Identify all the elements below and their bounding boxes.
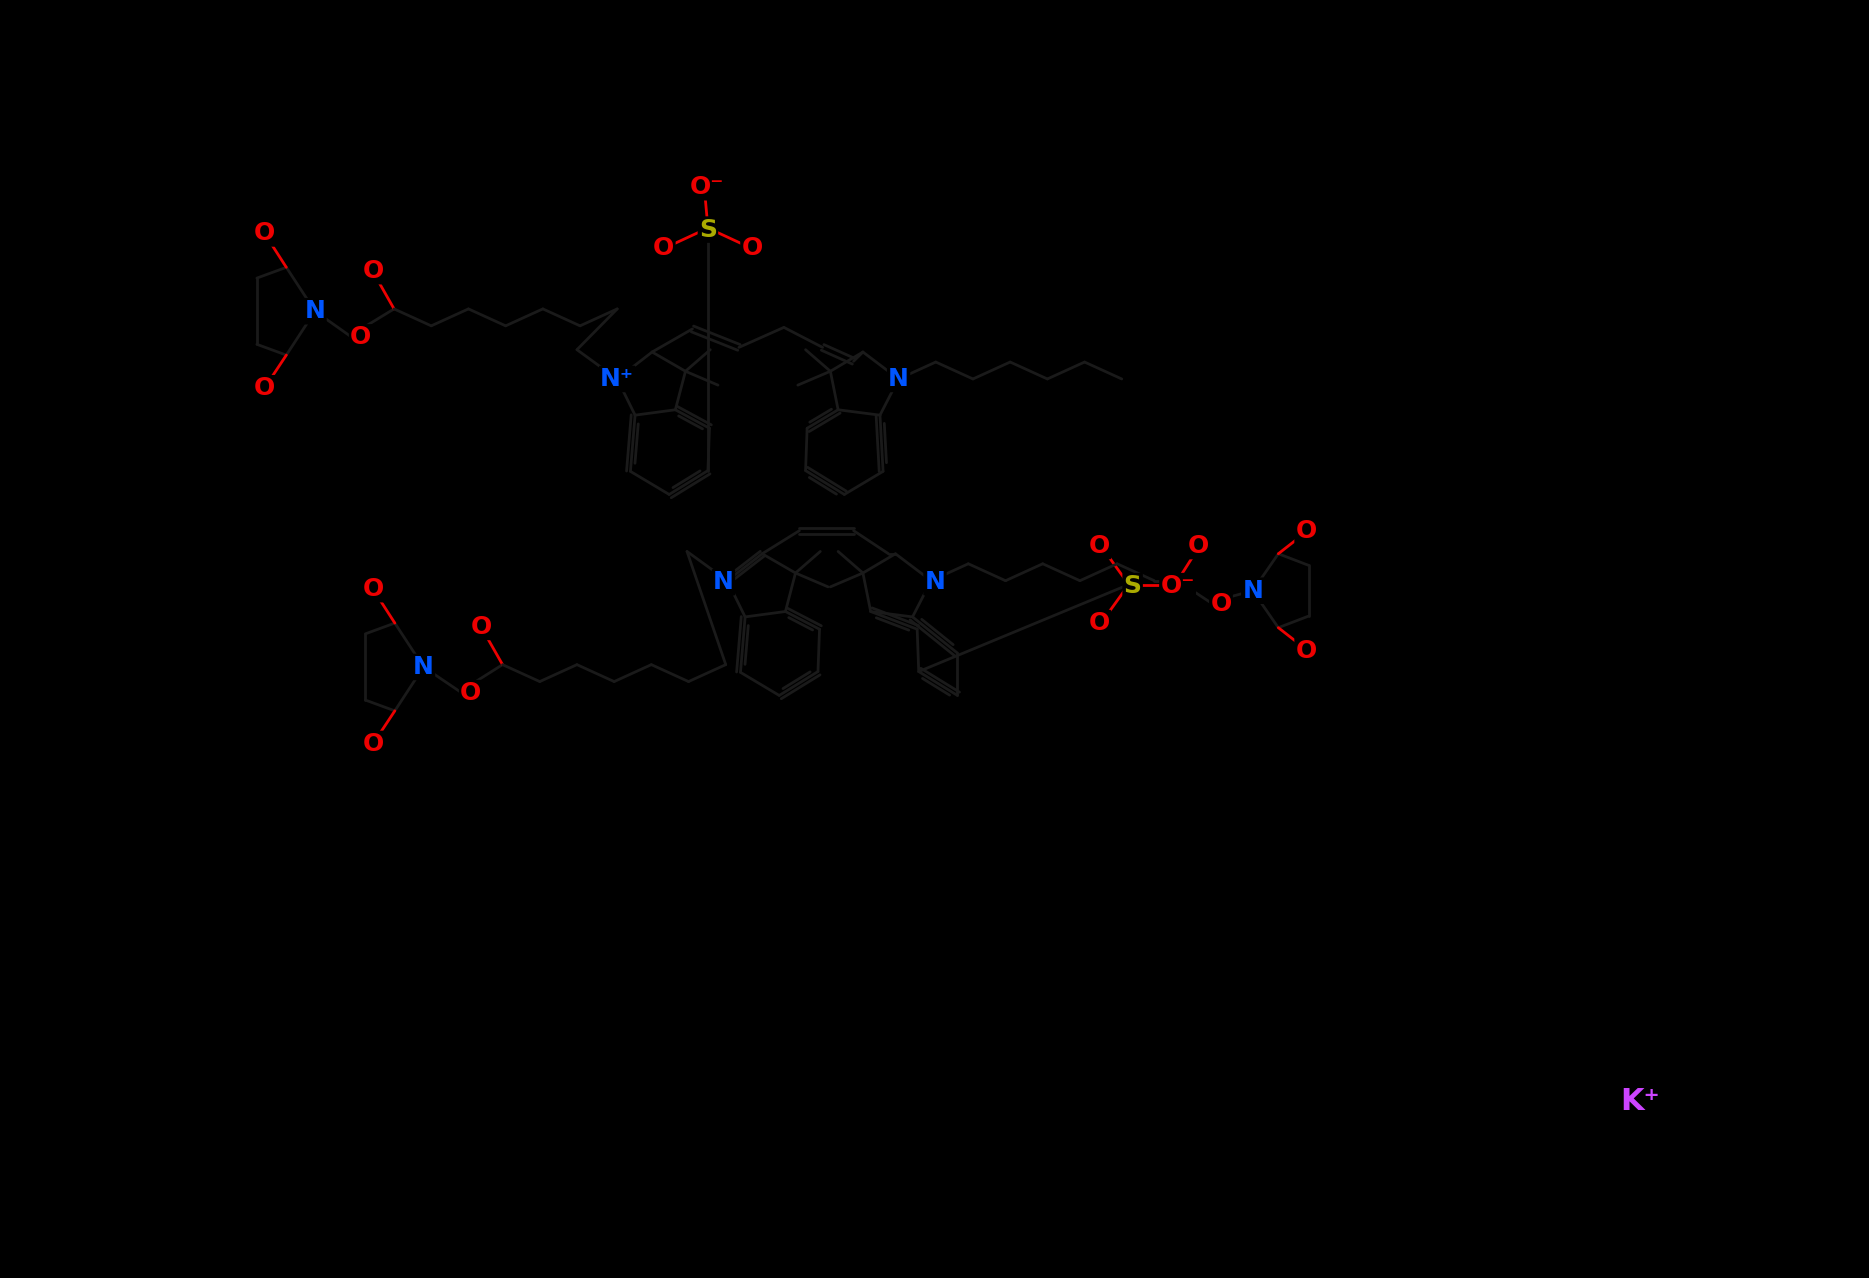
Text: N⁺: N⁺ [600, 367, 634, 391]
Text: O: O [254, 221, 275, 245]
Text: N: N [712, 570, 735, 594]
Text: N: N [888, 367, 908, 391]
Text: O: O [652, 236, 675, 259]
Text: O⁻: O⁻ [1161, 574, 1194, 598]
Text: N: N [305, 299, 325, 323]
Text: O: O [350, 326, 372, 349]
Text: O: O [742, 236, 763, 259]
Text: O: O [254, 376, 275, 400]
Text: N: N [1243, 579, 1263, 603]
Text: S: S [699, 217, 718, 242]
Text: N: N [925, 570, 946, 594]
Text: O: O [460, 681, 482, 705]
Text: O: O [363, 732, 383, 757]
Text: N: N [413, 654, 434, 679]
Text: O: O [1088, 534, 1110, 558]
Text: O: O [1295, 519, 1318, 543]
Text: O: O [363, 259, 383, 284]
Text: S: S [1123, 574, 1142, 598]
Text: O: O [1088, 611, 1110, 635]
Text: O: O [1189, 534, 1209, 558]
Text: O: O [1295, 639, 1318, 663]
Text: O: O [471, 615, 492, 639]
Text: O⁻: O⁻ [690, 175, 725, 199]
Text: K⁺: K⁺ [1620, 1088, 1660, 1117]
Text: O: O [1211, 592, 1232, 616]
Text: O: O [363, 578, 383, 601]
